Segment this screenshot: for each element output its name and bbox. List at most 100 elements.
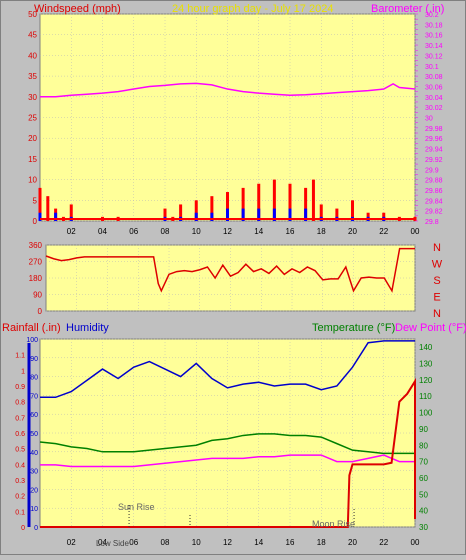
barometer-tick-label: 30.18 [425,22,443,29]
time-tick-label: 20 [348,227,357,236]
wind-tick-label: 20 [28,134,37,143]
compass-label: N [433,308,441,320]
temperature-tick-label: 120 [419,376,433,385]
barometer-tick-label: 29.92 [425,157,443,164]
time-tick-label: 10 [192,227,201,236]
temperature-tick-label: 90 [419,425,428,434]
time-tick-label: 02 [67,538,76,547]
humidity-tick-label: 90 [30,356,38,363]
humidity-tick-label: 80 [30,375,38,382]
dewpoint-line [40,454,415,468]
rain-tick-label: 0.4 [15,462,25,469]
time-tick-label: 16 [286,227,295,236]
axes: 0510152025303540455029.829.8229.8429.862… [15,10,443,547]
barometer-line [40,82,416,98]
humidity-tick-label: 40 [30,450,38,457]
humidity-line [40,340,415,399]
wind-direction-line [45,247,415,293]
barometer-tick-label: 29.94 [425,147,443,154]
barometer-tick-label: 30.06 [425,84,443,91]
time-tick-label: 04 [98,227,107,236]
dewpoint-axis-label: Dew Point (°F) [395,322,466,334]
temperature-tick-label: 100 [419,409,433,418]
moonrise-annotation: Moon Rise [312,519,355,529]
compass-label: S [433,275,440,287]
rain-tick-label: 0.7 [15,415,25,422]
time-tick-label: 08 [161,538,170,547]
compass-label: W [432,259,443,271]
barometer-tick-label: 30.04 [425,95,443,102]
barometer-tick-label: 29.98 [425,126,443,133]
temperature-tick-label: 110 [419,392,432,401]
wind-tick-label: 30 [28,93,37,102]
barometer-tick-label: 30 [425,116,433,123]
barometer-tick-label: 30.16 [425,33,443,40]
rain-tick-label: 0.6 [15,431,25,438]
rain-tick-label: 0.5 [15,447,25,454]
time-tick-label: 10 [192,538,201,547]
temperature-tick-label: 30 [419,523,428,532]
temperature-tick-label: 60 [419,474,428,483]
humidity-tick-label: 50 [30,431,38,438]
barometer-tick-label: 30.08 [425,74,443,81]
barometer-tick-label: 30.2 [425,12,439,19]
temperature-tick-label: 50 [419,490,428,499]
direction-tick-label: 0 [38,307,43,316]
barometer-tick-label: 29.96 [425,136,443,143]
wind-tick-label: 25 [28,114,37,123]
humidity-tick-label: 60 [30,412,38,419]
time-tick-label: 12 [223,227,232,236]
temperature-tick-label: 70 [419,458,428,467]
barometer-tick-label: 29.9 [425,167,439,174]
barometer-tick-label: 30.12 [425,53,443,60]
barometer-tick-label: 30.02 [425,105,443,112]
time-tick-label: 20 [348,538,357,547]
barometer-tick-label: 29.82 [425,209,443,216]
time-tick-label: 18 [317,227,326,236]
wind-tick-label: 5 [33,196,38,205]
temperature-tick-label: 140 [419,343,433,352]
wind-tick-label: 15 [28,155,37,164]
rain-tick-label: 0.1 [15,509,25,516]
wind-tick-label: 45 [28,31,37,40]
time-tick-label: 06 [129,227,138,236]
barometer-tick-label: 29.88 [425,178,443,185]
humidity-tick-label: 70 [30,393,38,400]
rainfall-line [40,377,416,528]
data-series [38,82,417,528]
time-tick-label: 18 [317,538,326,547]
wind-tick-label: 50 [28,10,37,19]
time-tick-label: 22 [379,227,388,236]
humidity-tick-label: 100 [26,337,38,344]
temperature-tick-label: 80 [419,441,428,450]
direction-tick-label: 90 [33,291,42,300]
barometer-tick-label: 30.14 [425,43,443,50]
humidity-tick-label: 10 [30,506,38,513]
barometer-tick-label: 30.1 [425,64,439,71]
compass-label: E [433,292,440,304]
direction-tick-label: 360 [29,241,43,250]
lowside-annotation: Low Side [96,539,129,548]
rain-tick-label: 1 [21,368,25,375]
time-tick-label: 00 [411,538,420,547]
time-tick-label: 14 [254,538,263,547]
time-tick-label: 00 [411,227,420,236]
wind-tick-label: 40 [28,51,37,60]
temperature-axis-label: Temperature (°F) [312,322,395,334]
temperature-tick-label: 40 [419,507,428,516]
direction-tick-label: 270 [29,258,43,267]
humidity-tick-label: 0 [34,525,38,532]
windspeed-axis-label: Windspeed (mph) [34,3,121,15]
barometer-tick-label: 29.8 [425,219,439,226]
time-tick-label: 22 [379,538,388,547]
sunrise-annotation: Sun Rise [118,502,155,512]
rain-tick-label: 0 [21,525,25,532]
humidity-axis-label: Humidity [66,322,109,334]
rain-tick-label: 0.8 [15,400,25,407]
humidity-tick-label: 30 [30,469,38,476]
time-tick-label: 04 [98,538,107,547]
time-tick-label: 06 [129,538,138,547]
rain-tick-label: 1.1 [15,353,25,360]
